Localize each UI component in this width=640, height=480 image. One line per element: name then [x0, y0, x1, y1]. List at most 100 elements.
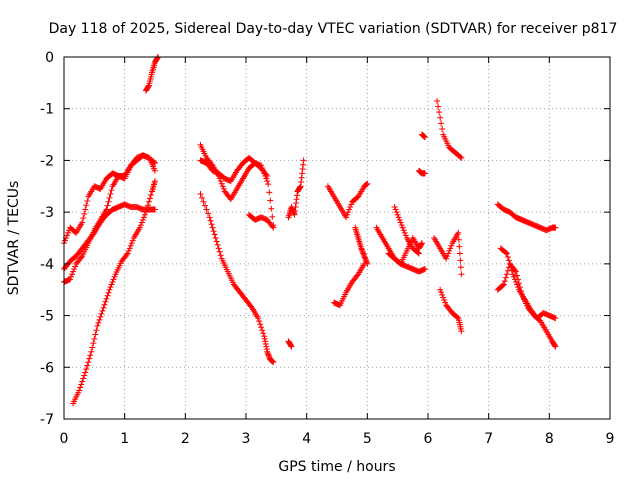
data-point — [418, 240, 425, 247]
data-point — [364, 180, 371, 187]
data-point — [102, 298, 109, 305]
data-point — [265, 352, 272, 359]
data-point — [211, 231, 218, 238]
data-point — [152, 178, 158, 185]
data-point — [509, 271, 516, 278]
data-point — [456, 250, 463, 257]
data-point — [264, 350, 271, 357]
data-point — [212, 235, 219, 241]
data-point — [214, 241, 221, 248]
data-point — [298, 174, 305, 181]
data-point — [199, 194, 206, 201]
data-point — [145, 198, 152, 205]
data-point — [107, 191, 114, 198]
data-point — [552, 224, 559, 231]
data-point — [297, 184, 304, 191]
data-point — [359, 249, 366, 256]
data-point — [262, 341, 269, 348]
data-point — [197, 191, 204, 198]
data-point — [81, 210, 88, 217]
data-point — [124, 250, 131, 257]
data-point — [263, 343, 270, 350]
data-point — [205, 210, 212, 217]
data-point — [288, 343, 295, 350]
series-arc-19 — [418, 131, 428, 141]
data-point — [448, 242, 455, 249]
data-point — [111, 273, 118, 280]
data-point — [216, 248, 223, 255]
data-point — [345, 209, 352, 216]
data-point — [268, 205, 275, 212]
data-point — [299, 170, 306, 177]
series-arc-20 — [434, 97, 465, 161]
data-point — [266, 353, 273, 360]
data-point — [414, 249, 421, 256]
data-point — [71, 266, 78, 273]
data-point — [395, 214, 402, 221]
data-point — [291, 210, 298, 217]
data-point — [76, 387, 83, 394]
data-point — [256, 318, 263, 325]
data-point — [294, 192, 301, 199]
data-point — [152, 167, 158, 174]
data-point — [125, 247, 132, 254]
data-point — [445, 250, 452, 257]
data-point — [552, 343, 559, 350]
data-point — [79, 219, 86, 226]
data-point — [292, 207, 299, 214]
data-point — [123, 251, 130, 258]
data-point — [219, 183, 226, 190]
series-arc-9 — [246, 211, 277, 231]
x-tick-label: 4 — [302, 431, 311, 447]
data-point — [442, 299, 449, 306]
axis-tick-labels: 0 1 2 3 4 5 6 7 8 9 0 -1 -2 -3 -4 -5 -6 -7 — [40, 50, 614, 447]
data-point — [110, 276, 117, 283]
data-point — [418, 241, 425, 248]
data-point — [139, 216, 146, 223]
chart-title: Day 118 of 2025, Sidereal Day-to-day VTE… — [49, 21, 618, 37]
data-point — [293, 196, 300, 203]
data-point — [261, 335, 268, 342]
data-point — [499, 282, 506, 289]
data-point — [144, 202, 151, 209]
data-point — [292, 203, 299, 210]
data-point — [358, 245, 365, 252]
data-point — [208, 221, 215, 228]
data-point — [347, 203, 354, 210]
data-point — [293, 200, 300, 207]
data-point — [84, 197, 91, 204]
data-point — [358, 246, 365, 253]
data-point — [400, 227, 407, 234]
data-point — [209, 224, 216, 231]
data-point — [438, 289, 445, 296]
x-tick-label: 1 — [120, 431, 129, 447]
data-point — [506, 260, 513, 267]
data-point — [402, 232, 409, 239]
data-point — [360, 251, 367, 258]
data-point — [421, 134, 428, 141]
data-point — [359, 247, 366, 254]
data-point — [261, 333, 268, 340]
data-point — [206, 214, 213, 221]
data-point — [72, 263, 79, 270]
y-tick-label: -4 — [40, 257, 54, 273]
data-point — [207, 217, 214, 224]
data-point — [500, 281, 507, 288]
data-point — [94, 322, 101, 329]
data-point — [82, 206, 89, 213]
data-point — [137, 222, 144, 229]
data-point — [457, 257, 464, 264]
data-point — [136, 224, 143, 231]
data-point — [104, 202, 111, 209]
data-point — [78, 254, 85, 261]
y-tick-label: 0 — [45, 50, 54, 66]
data-point — [101, 301, 108, 308]
data-point — [287, 342, 294, 349]
data-point — [263, 346, 270, 353]
data-point — [220, 185, 227, 192]
data-point — [89, 344, 96, 351]
series-arc-25 — [497, 245, 559, 322]
x-tick-label: 5 — [363, 431, 372, 447]
data-point — [82, 369, 89, 376]
data-point — [443, 255, 450, 262]
